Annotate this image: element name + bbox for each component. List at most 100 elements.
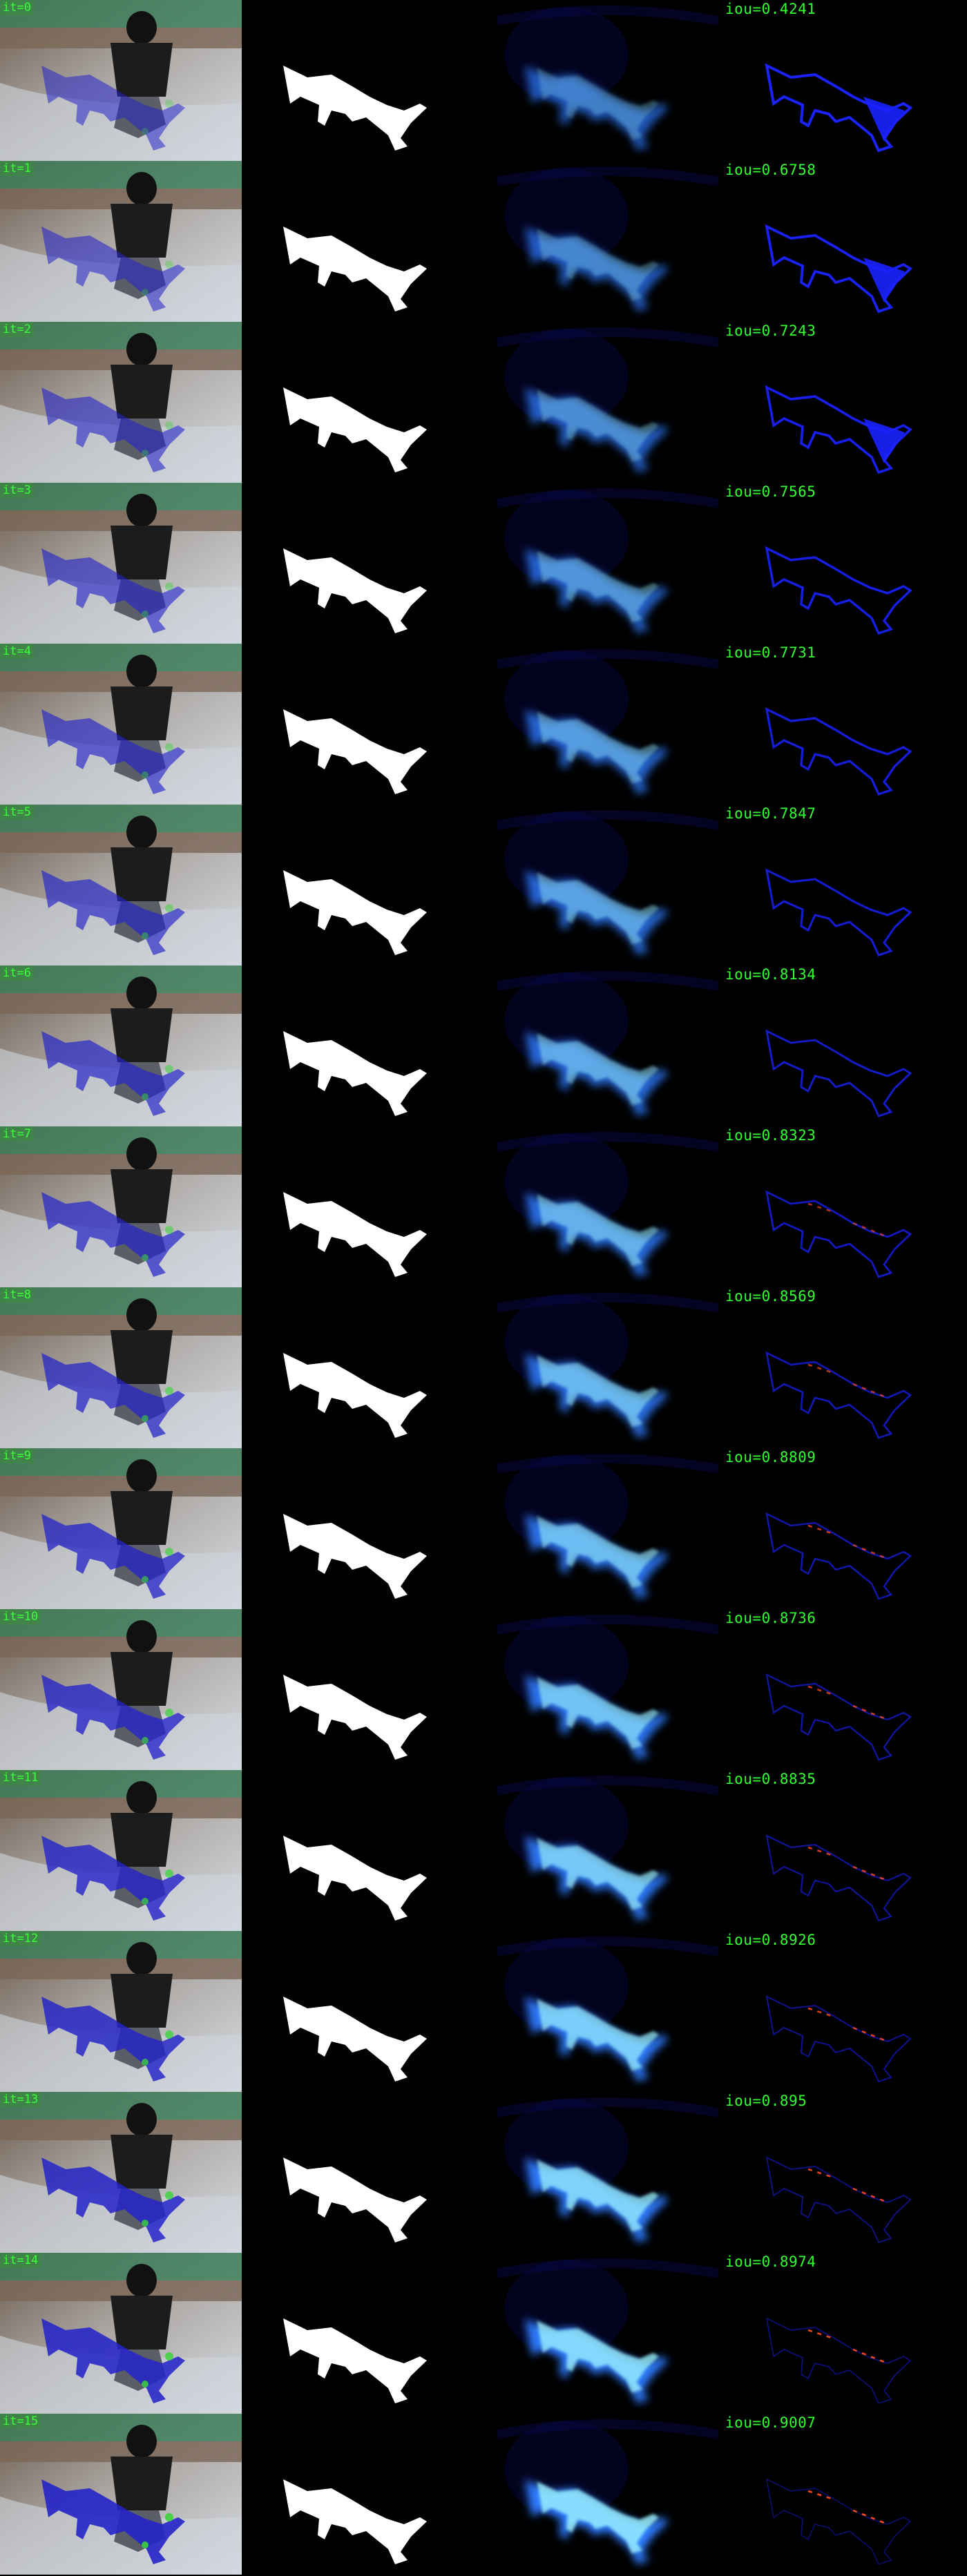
iteration-row: it=10 iou=0.8736	[0, 1609, 967, 1770]
prediction-heatmap-panel	[484, 483, 725, 644]
iteration-step-label: it=5	[0, 805, 34, 820]
prediction-heatmap-panel	[484, 2092, 725, 2253]
prediction-heatmap-icon	[496, 810, 720, 955]
prediction-heatmap-icon	[496, 971, 720, 1116]
prediction-heatmap-icon	[496, 1454, 720, 1599]
iteration-row: it=14 iou=0.8974	[0, 2253, 967, 2414]
iteration-row: it=9 iou=0.8809	[0, 1448, 967, 1609]
ground-truth-mask-panel	[242, 805, 484, 965]
skateboard-mask-icon	[283, 548, 427, 633]
error-map-panel	[725, 322, 967, 483]
iteration-step-label: it=8	[0, 1287, 34, 1303]
skateboard-mask-icon	[283, 1353, 427, 1438]
prediction-heatmap-panel	[484, 322, 725, 483]
prediction-heatmap-panel	[484, 1931, 725, 2092]
skateboarder-photo-icon	[0, 161, 242, 322]
prediction-heatmap-panel	[484, 965, 725, 1126]
prediction-heatmap-panel	[484, 1609, 725, 1770]
iteration-step-label: it=12	[0, 1931, 41, 1946]
iteration-row: it=2 iou=0.7243	[0, 322, 967, 483]
iteration-row: it=12 iou=0.8926	[0, 1931, 967, 2092]
skateboard-mask-icon	[283, 1514, 427, 1599]
iteration-step-label: it=2	[0, 322, 34, 337]
iou-score-label: iou=0.8835	[725, 1771, 816, 1787]
input-overlay-panel: it=9	[0, 1448, 242, 1609]
error-outline-icon	[765, 224, 913, 314]
iou-score-label: iou=0.9007	[725, 2414, 816, 2431]
error-outline-icon	[765, 1512, 912, 1600]
iteration-row: it=5 iou=0.7847	[0, 805, 967, 965]
input-overlay-panel: it=12	[0, 1931, 242, 2092]
iou-score-label: iou=0.8809	[725, 1449, 816, 1465]
error-map-panel	[725, 483, 967, 644]
iteration-step-label: it=14	[0, 2253, 41, 2268]
iteration-step-label: it=10	[0, 1609, 41, 1624]
iou-score-label: iou=0.8134	[725, 966, 816, 983]
error-map-panel	[725, 1609, 967, 1770]
prediction-heatmap-icon	[496, 649, 720, 794]
skateboarder-photo-icon	[0, 1126, 242, 1287]
error-outline-icon	[765, 707, 912, 796]
skateboard-mask-icon	[283, 1836, 427, 1921]
skateboarder-photo-icon	[0, 2092, 242, 2253]
error-map-panel	[725, 0, 967, 161]
input-overlay-panel: it=3	[0, 483, 242, 644]
skateboard-mask-icon	[283, 709, 427, 794]
error-map-panel	[725, 2092, 967, 2253]
input-overlay-panel: it=14	[0, 2253, 242, 2414]
iteration-row: it=0 iou=0.4241	[0, 0, 967, 161]
ground-truth-mask-panel	[242, 644, 484, 805]
input-overlay-panel: it=13	[0, 2092, 242, 2253]
ground-truth-mask-panel	[242, 322, 484, 483]
iou-score-label: iou=0.895	[725, 2093, 807, 2109]
skateboarder-photo-icon	[0, 1609, 242, 1770]
skateboarder-photo-icon	[0, 1770, 242, 1931]
iteration-row: it=11 iou=0.8835	[0, 1770, 967, 1931]
skateboarder-photo-icon	[0, 1287, 242, 1448]
error-outline-icon	[765, 2156, 912, 2244]
iou-score-label: iou=0.7243	[725, 323, 816, 339]
prediction-heatmap-panel	[484, 0, 725, 161]
skateboarder-photo-icon	[0, 2253, 242, 2414]
skateboard-mask-icon	[283, 870, 427, 955]
iteration-step-label: it=0	[0, 0, 34, 15]
ground-truth-mask-panel	[242, 2414, 484, 2575]
prediction-heatmap-icon	[496, 6, 720, 151]
prediction-heatmap-icon	[496, 2419, 720, 2564]
ground-truth-mask-panel	[242, 1931, 484, 2092]
ground-truth-mask-panel	[242, 1126, 484, 1287]
error-outline-icon	[765, 1834, 912, 1922]
prediction-heatmap-panel	[484, 161, 725, 322]
error-outline-icon	[765, 2478, 912, 2565]
input-overlay-panel: it=15	[0, 2414, 242, 2575]
error-outline-icon	[765, 1995, 912, 2083]
iou-score-label: iou=0.8736	[725, 1610, 816, 1626]
error-outline-icon	[765, 63, 913, 153]
iou-score-label: iou=0.6758	[725, 162, 816, 178]
skateboard-mask-icon	[283, 387, 427, 472]
ground-truth-mask-panel	[242, 161, 484, 322]
iteration-row: it=15 iou=0.9007	[0, 2414, 967, 2575]
ground-truth-mask-panel	[242, 1770, 484, 1931]
skateboard-mask-icon	[283, 2318, 427, 2403]
error-outline-icon	[765, 2317, 912, 2405]
prediction-heatmap-icon	[496, 2258, 720, 2403]
input-overlay-panel: it=4	[0, 644, 242, 805]
error-map-panel	[725, 644, 967, 805]
skateboard-mask-icon	[283, 2157, 427, 2242]
input-overlay-panel: it=0	[0, 0, 242, 161]
prediction-heatmap-panel	[484, 1770, 725, 1931]
ground-truth-mask-panel	[242, 1287, 484, 1448]
ground-truth-mask-panel	[242, 965, 484, 1126]
prediction-heatmap-icon	[496, 327, 720, 472]
iteration-step-label: it=1	[0, 161, 34, 176]
skateboarder-photo-icon	[0, 965, 242, 1126]
iteration-row: it=8 iou=0.8569	[0, 1287, 967, 1448]
iteration-row: it=4 iou=0.7731	[0, 644, 967, 805]
iou-score-label: iou=0.8323	[725, 1127, 816, 1144]
input-overlay-panel: it=6	[0, 965, 242, 1126]
error-outline-icon	[765, 385, 913, 474]
error-outline-icon	[765, 1673, 912, 1761]
error-outline-icon	[765, 1190, 912, 1278]
error-outline-icon	[765, 1029, 912, 1117]
